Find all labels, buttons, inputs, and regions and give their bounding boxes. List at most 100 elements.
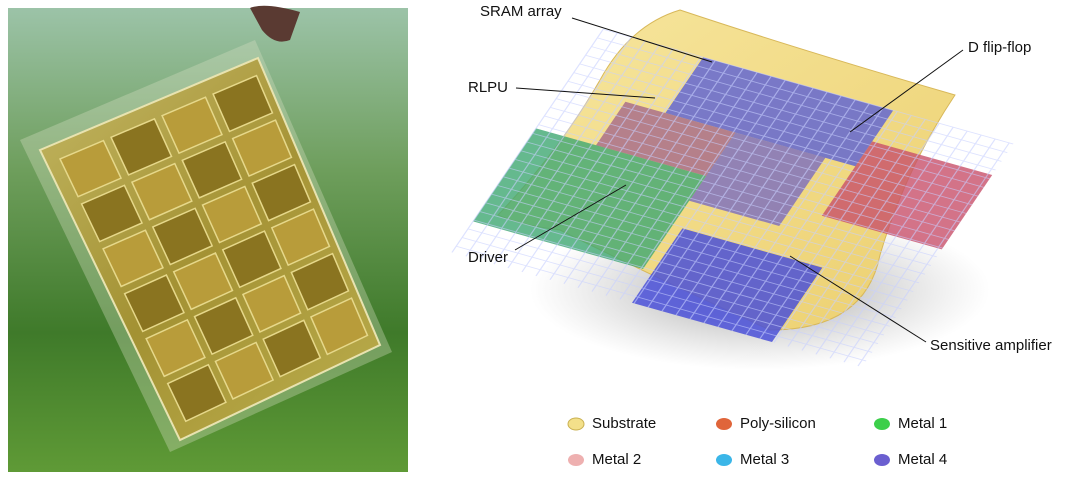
chip-cell [102, 229, 164, 288]
legend-swatch [874, 454, 890, 466]
wire [591, 46, 1002, 162]
chip-cell [241, 274, 302, 333]
wire [538, 124, 949, 240]
wire [787, 123, 940, 347]
chip-cell [59, 139, 123, 198]
label: Driver [468, 249, 508, 266]
wire [544, 115, 955, 232]
chip-cell [110, 117, 173, 176]
chip-cell [201, 185, 263, 244]
wire [467, 228, 879, 345]
chip-cell [221, 230, 282, 289]
wire [555, 98, 967, 214]
wire [857, 142, 1010, 367]
wire [585, 54, 996, 171]
wire [577, 64, 730, 288]
wire [532, 132, 943, 249]
legend-label: Metal 4 [898, 451, 947, 468]
chip-cell [193, 296, 254, 356]
chip-diagram [451, 9, 1014, 370]
wire [455, 245, 867, 362]
wire [605, 72, 758, 296]
wire [520, 150, 932, 266]
legend-swatch [716, 418, 732, 430]
label: SRAM array [480, 3, 562, 20]
legend-label: Substrate [592, 415, 656, 432]
chip-cell [251, 163, 312, 222]
wire [493, 40, 646, 265]
legend-swatch [568, 454, 584, 466]
photo [8, 5, 408, 472]
wire [514, 159, 926, 275]
wire [717, 103, 870, 328]
chip-cell [309, 297, 369, 356]
chip-cell [161, 96, 223, 155]
wire [801, 127, 954, 351]
chip-cell [231, 119, 293, 177]
chip-cell [172, 252, 234, 311]
wire [508, 167, 920, 284]
wire [843, 138, 996, 363]
leader-line [571, 17, 713, 63]
legend-label: Metal 3 [740, 451, 789, 468]
wire [485, 202, 896, 318]
chip-cell [80, 184, 144, 243]
chip-cell [130, 162, 193, 221]
legend-swatch [874, 418, 890, 430]
label: RLPU [468, 79, 508, 96]
legend-label: Poly-silicon [740, 415, 816, 432]
chip-cell [151, 207, 214, 266]
wire [591, 68, 744, 292]
wire [675, 91, 828, 316]
wire [502, 176, 914, 292]
wire [703, 99, 856, 324]
label: D flip-flop [968, 39, 1031, 56]
chip-cell [262, 319, 322, 378]
wire [451, 29, 604, 253]
chip-cell [166, 363, 227, 423]
wire [473, 219, 885, 336]
wire [521, 48, 674, 273]
leader-line [515, 87, 656, 99]
chip-cell [290, 252, 350, 311]
chip-cell [214, 341, 275, 400]
chip-cell [270, 208, 331, 267]
wire [461, 237, 873, 353]
wire [619, 76, 772, 300]
legend-swatch [716, 454, 732, 466]
legend: Substrate Poly-silicon Metal 1 Metal 2 M… [567, 415, 947, 468]
wire [633, 79, 786, 304]
wire [526, 141, 938, 258]
wire [573, 72, 985, 188]
chip-cell [181, 140, 243, 199]
wire [602, 28, 1014, 145]
wire [689, 95, 842, 320]
wire [597, 37, 1008, 154]
leader-line [849, 49, 964, 133]
wire [561, 89, 973, 206]
legend-label: Metal 2 [592, 451, 641, 468]
wire [773, 119, 926, 343]
chip-cell [123, 274, 185, 333]
legend-label: Metal 1 [898, 415, 947, 432]
wire [647, 83, 800, 308]
wire [479, 36, 632, 261]
wire [745, 111, 898, 335]
leader-line [789, 255, 927, 343]
wire [579, 63, 990, 180]
chip-cell [145, 318, 206, 378]
leader-line [514, 184, 627, 251]
wire [759, 115, 912, 339]
wire [815, 130, 968, 355]
wire [550, 106, 961, 223]
wire [661, 87, 814, 312]
wire [507, 44, 660, 269]
wire [535, 52, 688, 277]
wire [567, 80, 979, 197]
wire [829, 134, 982, 359]
chip-cell [212, 74, 274, 133]
label: Sensitive amplifier [930, 337, 1052, 354]
wire [563, 60, 716, 284]
wire [497, 185, 908, 301]
